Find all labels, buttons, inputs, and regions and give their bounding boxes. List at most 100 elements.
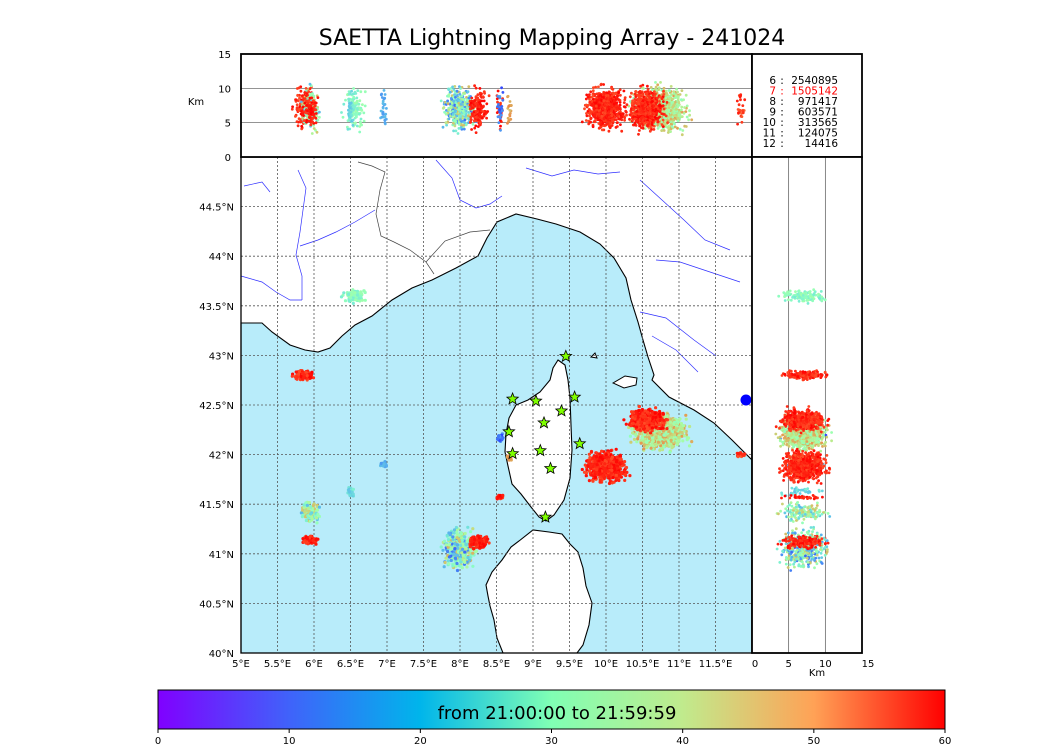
lightning-source (447, 562, 451, 566)
lightning-source-altitude-lon (383, 118, 387, 122)
lightning-source-altitude-lon (309, 107, 313, 111)
lightning-source (641, 415, 646, 419)
lightning-source (678, 417, 682, 421)
lightning-source-altitude-lon (458, 114, 462, 117)
lightning-source (478, 541, 482, 545)
lightning-source (603, 462, 607, 466)
lightning-source-altitude-lon (685, 115, 689, 119)
lightning-source (467, 551, 471, 555)
lightning-source (632, 437, 637, 441)
lightning-source (465, 539, 469, 543)
lightning-source (589, 463, 593, 468)
lightning-source (653, 411, 657, 415)
lightning-source (463, 535, 467, 539)
lightning-source (315, 521, 319, 525)
lightning-source-altitude-lon (350, 89, 353, 93)
lightning-source (343, 299, 348, 303)
map-y-tick-label: 44.5°N (199, 203, 234, 214)
lightning-source (598, 480, 602, 484)
lightning-source (442, 565, 446, 569)
lightning-source-altitude-lon (445, 123, 448, 127)
map-x-tick-label: 8°E (451, 659, 469, 670)
lightning-source (310, 370, 314, 374)
lightning-source (624, 465, 629, 470)
lightning-source-altitude-lon (301, 105, 305, 109)
lightning-source-altitude-lon (308, 87, 312, 91)
lightning-source (618, 457, 622, 461)
lightning-source (501, 436, 505, 440)
lightning-source (658, 423, 662, 427)
lightning-source (315, 508, 320, 512)
lightning-source (628, 474, 632, 478)
lightning-source (290, 374, 294, 378)
lightning-source-altitude-lon (473, 104, 477, 108)
lightning-source-altitude-lon (477, 101, 481, 105)
sardinia-island (485, 529, 593, 654)
lightning-source (676, 439, 681, 443)
lightning-source-altitude-lon (662, 86, 666, 90)
lightning-source-altitude-lon (449, 105, 453, 109)
lightning-source-altitude-lon (496, 89, 500, 93)
lightning-source-altitude-lon (312, 127, 316, 130)
lightning-source (593, 475, 598, 480)
lightning-source-altitude-lon (455, 94, 459, 98)
lightning-source (459, 543, 463, 548)
lightning-source-altitude-lon (313, 104, 317, 108)
map-y-tick-label: 41°N (209, 550, 234, 561)
lightning-source (662, 445, 666, 449)
lightning-source (455, 530, 459, 535)
lightning-source-altitude-lon (363, 90, 367, 94)
lightning-source-altitude-lon (341, 115, 345, 119)
lightning-source (455, 561, 459, 566)
lightning-source (457, 533, 461, 537)
lightning-source-altitude-lon (471, 122, 475, 126)
lightning-source-altitude-lon (469, 121, 472, 124)
lightning-source-altitude-lon (481, 95, 485, 98)
lightning-source (674, 428, 678, 432)
lightning-source (302, 375, 306, 380)
lightning-source-altitude-lon (447, 88, 451, 91)
lightning-source (687, 436, 691, 440)
lightning-source (446, 537, 451, 542)
lightning-source (448, 533, 452, 537)
lightning-source-altitude-lon (468, 107, 472, 111)
lightning-source (651, 416, 655, 420)
lightning-source-altitude-lon (314, 101, 318, 105)
lightning-source (623, 478, 627, 482)
lightning-source-altitude-lon (506, 94, 510, 98)
lightning-source (585, 468, 589, 472)
map-edge-blob (740, 394, 752, 406)
lightning-source (457, 537, 461, 541)
lightning-source (443, 560, 447, 565)
lightning-source (360, 298, 364, 302)
lightning-source-altitude-lon (452, 88, 456, 91)
lightning-source-altitude-lon (306, 109, 309, 113)
lightning-source (303, 510, 307, 514)
lightning-source-altitude-lon (474, 131, 478, 135)
map-x-tick-label: 8.5°E (483, 659, 510, 670)
lightning-source (472, 537, 477, 541)
lightning-source-altitude-lon (471, 106, 475, 110)
lightning-source-altitude-lon (305, 99, 308, 103)
map-y-tick-label: 42.5°N (199, 401, 234, 412)
lightning-source-altitude-lon (680, 133, 684, 137)
lightning-source (443, 539, 447, 543)
lightning-source-altitude-lon (310, 132, 314, 135)
lightning-source-altitude-lon (690, 118, 694, 122)
lightning-source-altitude-lon (499, 124, 502, 128)
lightning-source (465, 560, 469, 564)
lightning-source-altitude-lon (311, 92, 314, 96)
lightning-source-altitude-lon (302, 119, 306, 122)
lightning-source (446, 549, 450, 554)
lightning-source (311, 376, 316, 380)
lightning-source-altitude-lon (300, 124, 304, 128)
lightning-source (597, 459, 601, 463)
rivers (240, 159, 741, 373)
lightning-source-altitude-lon (312, 99, 315, 103)
lightning-source (495, 437, 500, 441)
lightning-source (598, 469, 602, 473)
lightning-source (449, 558, 453, 563)
lightning-source-altitude-lon (447, 108, 451, 112)
map-x-tick-label: 11°E (667, 659, 691, 670)
lightning-source (658, 448, 662, 452)
